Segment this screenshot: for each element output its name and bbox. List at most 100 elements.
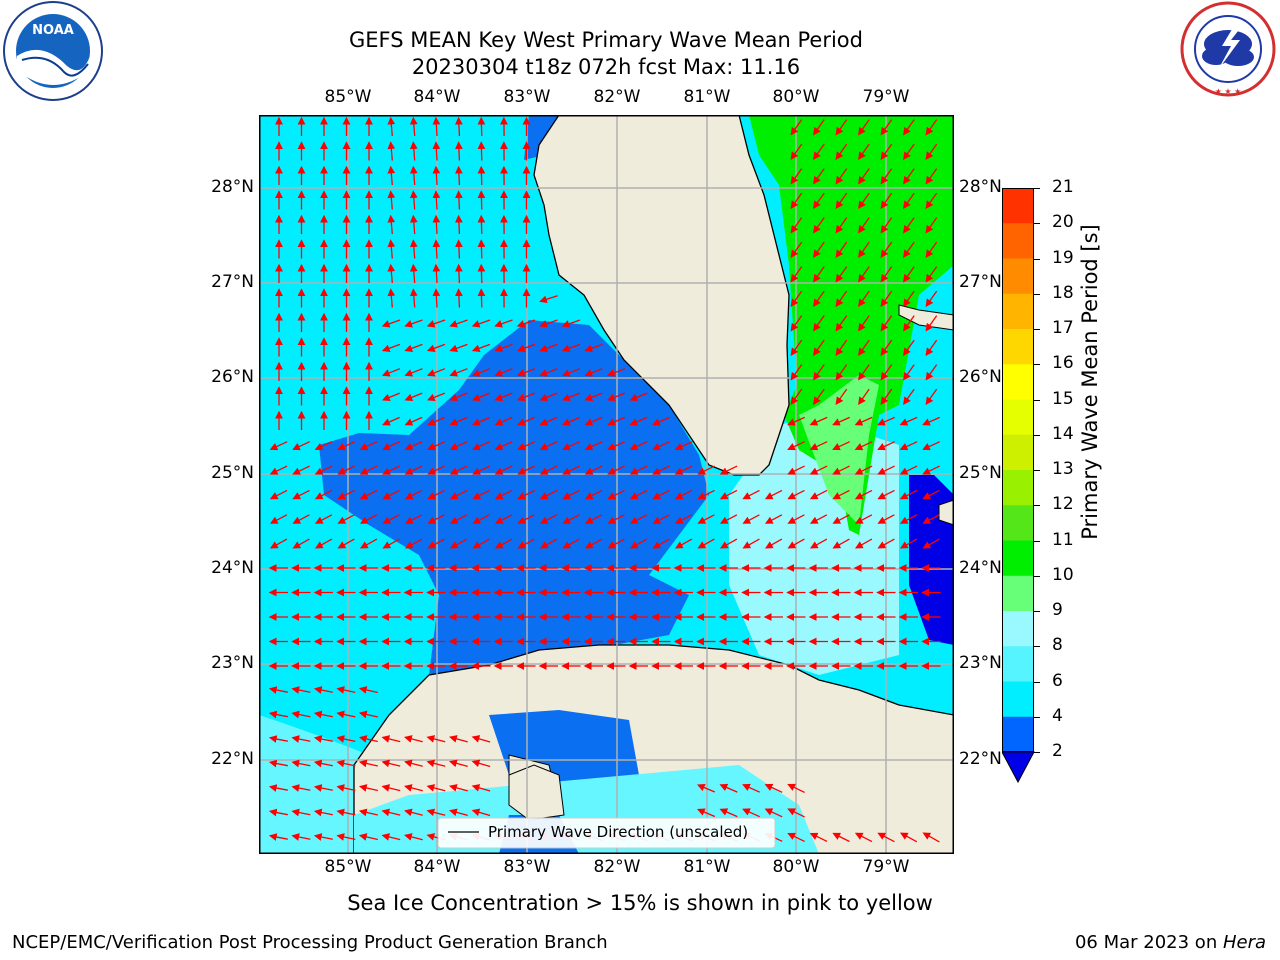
wave-direction-arrow [742, 514, 760, 524]
wave-direction-arrow [404, 833, 423, 841]
wave-direction-arrow [432, 239, 441, 259]
wave-direction-arrow [449, 514, 468, 524]
wave-direction-arrow [314, 514, 333, 524]
wave-direction-arrow [835, 241, 848, 258]
wave-direction-arrow [409, 165, 418, 186]
wave-direction-arrow [477, 116, 486, 137]
wave-direction-arrow [903, 241, 915, 258]
wave-direction-arrow [269, 538, 288, 549]
wave-direction-arrow [903, 217, 915, 234]
colorbar-segment [1002, 188, 1034, 224]
colorbar [1001, 188, 1035, 786]
colorbar-tick [1034, 470, 1040, 471]
wave-direction-arrow [858, 315, 870, 332]
wave-direction-arrow [835, 388, 848, 405]
wave-direction-arrow [629, 392, 648, 402]
wave-direction-arrow [925, 339, 938, 356]
wave-direction-arrow [359, 514, 378, 524]
wave-direction-arrow [477, 214, 486, 235]
wave-direction-arrow [719, 514, 738, 524]
wave-direction-arrow [880, 364, 893, 381]
wave-direction-arrow [813, 168, 825, 185]
wave-direction-arrow [313, 784, 333, 792]
wave-direction-arrow [381, 319, 401, 328]
colorbar-label: Primary Wave Mean Period [s] [1078, 224, 1102, 540]
wave-direction-arrow [358, 784, 378, 792]
wave-direction-arrow [381, 784, 401, 792]
wave-direction-arrow [269, 465, 288, 475]
wave-direction-arrow [382, 465, 400, 475]
wave-direction-arrow [809, 538, 828, 549]
wave-direction-arrow [629, 465, 648, 475]
wave-direction-arrow [832, 416, 850, 426]
wave-direction-arrow [387, 239, 396, 259]
wave-direction-arrow [404, 368, 423, 377]
wave-direction-arrow [494, 416, 513, 426]
wave-direction-arrow [877, 489, 895, 500]
wave-direction-arrow [584, 489, 603, 500]
colorbar-tick [1034, 646, 1040, 648]
map-title: GEFS MEAN Key West Primary Wave Mean Per… [349, 28, 863, 52]
colorbar-tick-label: 17 [1052, 318, 1074, 338]
wave-direction-arrow [313, 759, 333, 768]
wave-direction-arrow [381, 343, 401, 353]
wave-period-map: Primary Wave Direction (unscaled) [259, 115, 954, 854]
footer-branch: NCEP/EMC/Verification Post Processing Pr… [12, 932, 608, 953]
colorbar-tick [1034, 611, 1040, 612]
lon-label-top: 85°W [324, 87, 372, 107]
wave-direction-arrow [291, 710, 311, 719]
map-panel[interactable]: Primary Wave Direction (unscaled) [259, 115, 954, 854]
colorbar-tick [1034, 399, 1040, 401]
wave-direction-arrow [899, 441, 918, 451]
wave-direction-arrow [358, 808, 378, 817]
wave-direction-arrow [337, 538, 355, 549]
wave-direction-arrow [787, 538, 805, 549]
wave-direction-arrow [449, 784, 468, 792]
wave-direction-arrow [336, 686, 356, 694]
wave-direction-arrow [404, 759, 423, 768]
wave-direction-arrow [404, 319, 423, 328]
wave-direction-arrow [652, 441, 670, 451]
colorbar-tick [1034, 223, 1040, 225]
wave-direction-arrow [742, 783, 760, 793]
wave-direction-arrow [790, 143, 803, 160]
wave-direction-arrow [925, 217, 938, 234]
wave-direction-arrow [880, 266, 893, 283]
wave-direction-arrow [359, 465, 378, 475]
wave-direction-arrow [790, 168, 803, 185]
colorbar-segment [1002, 611, 1034, 647]
wave-direction-arrow [449, 538, 468, 549]
lat-label-right: 26°N [959, 367, 1002, 387]
colorbar-tick-label: 20 [1052, 212, 1074, 233]
colorbar-tick [1034, 329, 1040, 330]
wave-direction-arrow [835, 168, 848, 185]
sea-ice-note: Sea Ice Concentration > 15% is shown in … [347, 891, 933, 915]
wave-direction-arrow [880, 339, 893, 356]
wave-direction-arrow [922, 514, 940, 524]
colorbar-segment [1002, 434, 1034, 471]
wave-direction-arrow [835, 266, 848, 283]
wave-direction-arrow [922, 489, 940, 500]
wave-direction-arrow [925, 388, 938, 405]
lon-label-bottom: 85°W [324, 857, 372, 877]
wave-direction-arrow [291, 735, 311, 743]
wave-direction-arrow [903, 315, 915, 332]
colorbar-segment [1002, 505, 1034, 541]
colorbar-tick-label: 8 [1052, 635, 1063, 656]
wave-direction-arrow [764, 783, 783, 793]
wave-direction-arrow [922, 538, 940, 549]
wave-direction-arrow [561, 368, 581, 377]
wave-direction-arrow [387, 116, 396, 137]
colorbar-segment [1002, 223, 1034, 259]
wave-direction-arrow [877, 538, 895, 549]
wave-direction-arrow [809, 441, 828, 451]
wave-direction-arrow [471, 319, 491, 328]
wave-direction-arrow [404, 416, 423, 426]
wave-direction-arrow [517, 538, 535, 549]
wave-direction-arrow [314, 441, 333, 451]
wave-direction-arrow [562, 465, 580, 475]
period-field-2-4-gulf [319, 320, 709, 675]
wave-direction-arrow [387, 214, 396, 235]
wave-direction-arrow [854, 441, 873, 451]
wave-direction-arrow [674, 489, 693, 500]
